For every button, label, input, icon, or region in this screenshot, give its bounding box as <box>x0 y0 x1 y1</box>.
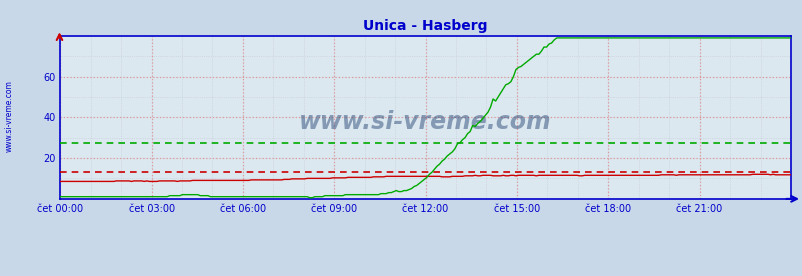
Text: www.si-vreme.com: www.si-vreme.com <box>5 80 14 152</box>
Text: www.si-vreme.com: www.si-vreme.com <box>299 110 551 134</box>
Title: Unica - Hasberg: Unica - Hasberg <box>363 19 488 33</box>
